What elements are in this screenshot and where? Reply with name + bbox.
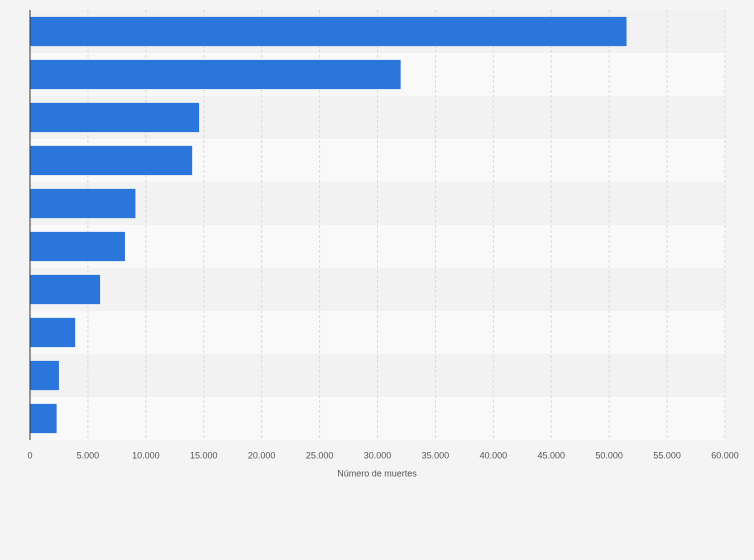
bar: [30, 317, 76, 348]
x-axis-title: Número de muertes: [337, 468, 417, 478]
x-tick-label: 15.000: [190, 450, 218, 460]
bar: [30, 403, 57, 434]
x-tick-label: 30.000: [364, 450, 392, 460]
x-tick-label: 20.000: [248, 450, 276, 460]
x-tick-label: 55.000: [653, 450, 681, 460]
x-tick-label: 50.000: [595, 450, 623, 460]
x-tick-label: 35.000: [422, 450, 450, 460]
row-band: [30, 268, 725, 311]
x-tick-label: 25.000: [306, 450, 334, 460]
x-tick-label: 60.000: [711, 450, 739, 460]
x-tick-label: 40.000: [480, 450, 508, 460]
bar: [30, 16, 627, 47]
x-tick-label: 45.000: [537, 450, 565, 460]
bar: [30, 188, 136, 219]
bar: [30, 360, 59, 391]
bar: [30, 102, 200, 133]
bar: [30, 59, 401, 90]
row-band: [30, 397, 725, 440]
x-tick-label: 0: [27, 450, 32, 460]
bar: [30, 274, 101, 305]
bar: [30, 145, 193, 176]
x-tick-label: 10.000: [132, 450, 160, 460]
bar: [30, 231, 125, 262]
x-tick-label: 5.000: [77, 450, 100, 460]
